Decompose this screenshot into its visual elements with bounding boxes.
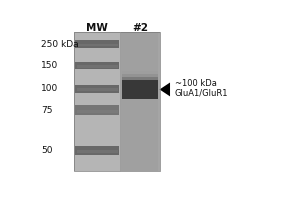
Bar xyxy=(76,44,118,46)
Bar xyxy=(122,74,158,77)
Bar xyxy=(74,32,160,171)
Bar xyxy=(75,85,119,93)
Bar xyxy=(76,150,118,153)
Bar xyxy=(76,65,118,68)
Bar xyxy=(122,77,158,80)
Bar xyxy=(76,88,118,91)
Text: MW: MW xyxy=(86,23,108,33)
Text: #2: #2 xyxy=(132,23,148,33)
Bar xyxy=(122,71,158,75)
Bar xyxy=(76,110,118,113)
Polygon shape xyxy=(160,83,170,96)
Bar xyxy=(122,80,158,99)
Bar xyxy=(75,146,119,155)
Text: 250 kDa: 250 kDa xyxy=(41,40,79,49)
Text: 150: 150 xyxy=(41,61,58,70)
Text: GluA1/GluR1: GluA1/GluR1 xyxy=(175,88,228,97)
Text: 100: 100 xyxy=(41,84,58,93)
Bar xyxy=(74,32,120,171)
Bar xyxy=(121,32,158,171)
Text: 75: 75 xyxy=(41,106,52,115)
Text: 50: 50 xyxy=(41,146,52,155)
Text: ~100 kDa: ~100 kDa xyxy=(175,79,217,88)
Bar xyxy=(74,32,160,171)
Bar xyxy=(75,105,119,115)
Bar xyxy=(75,40,119,48)
Bar xyxy=(75,62,119,69)
